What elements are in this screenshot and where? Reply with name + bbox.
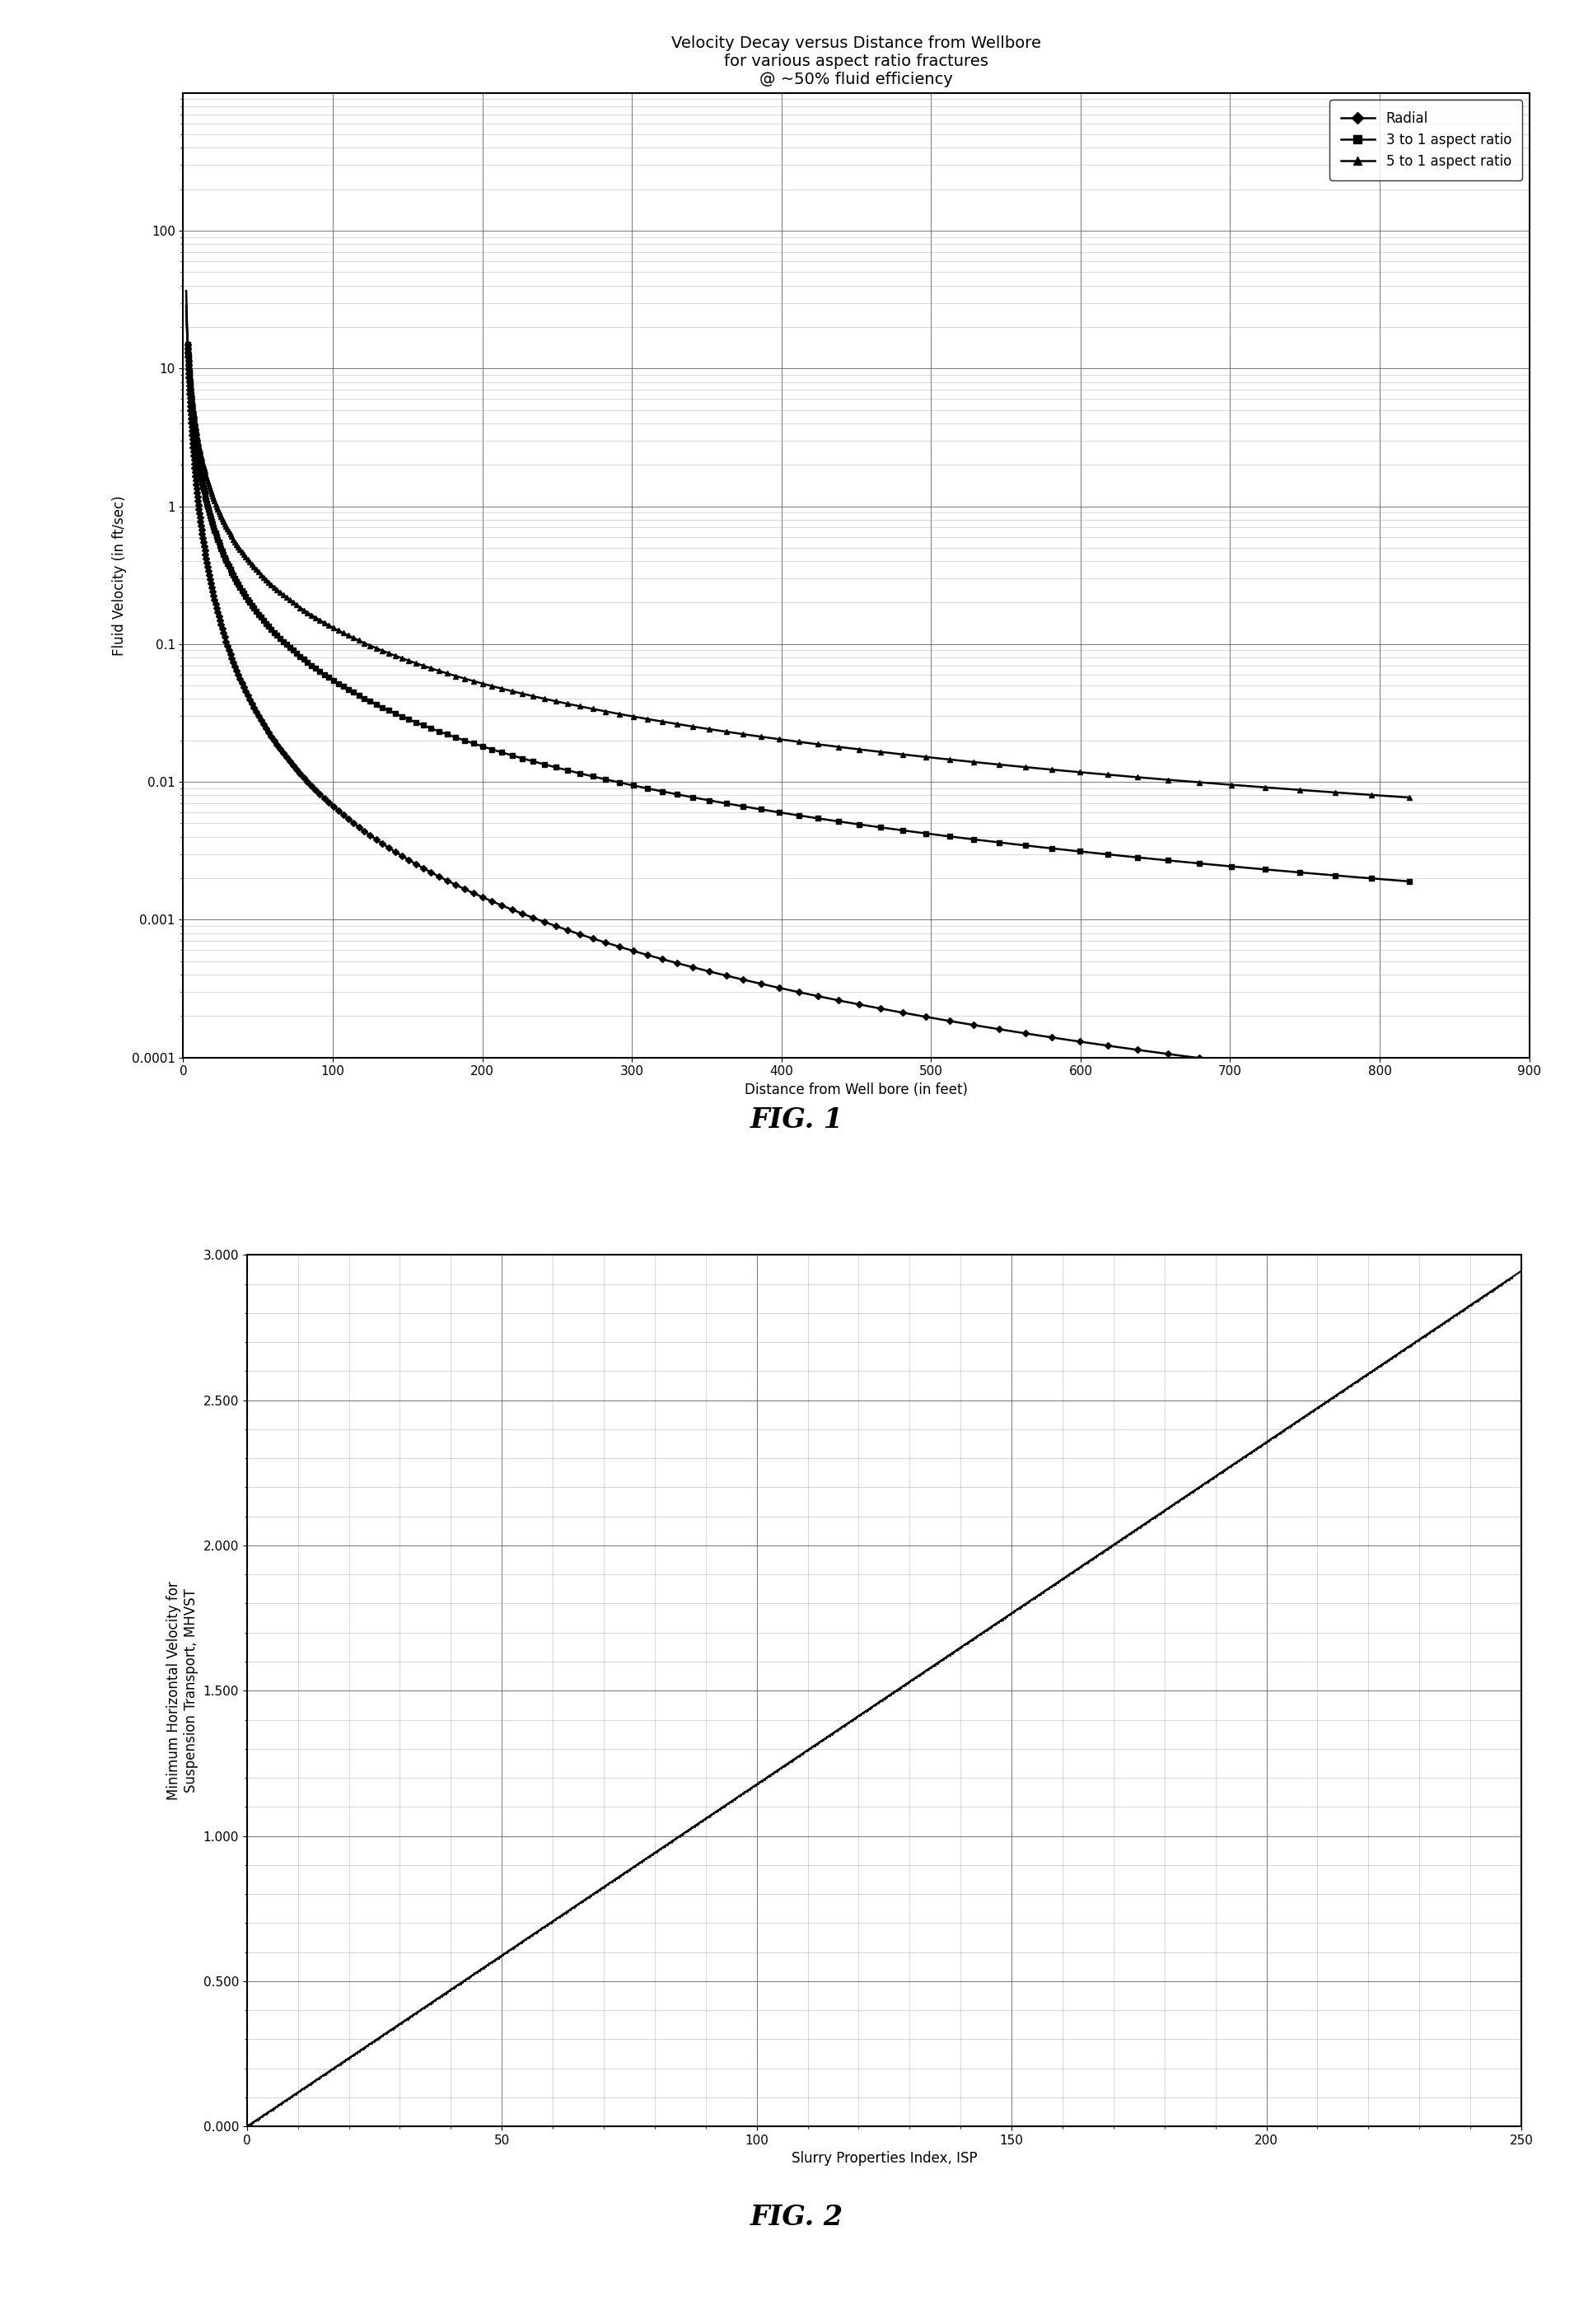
Legend: Radial, 3 to 1 aspect ratio, 5 to 1 aspect ratio: Radial, 3 to 1 aspect ratio, 5 to 1 aspe… bbox=[1330, 100, 1523, 179]
Y-axis label: Fluid Velocity (in ft/sec): Fluid Velocity (in ft/sec) bbox=[112, 495, 127, 655]
Text: FIG. 1: FIG. 1 bbox=[750, 1106, 843, 1134]
Y-axis label: Minimum Horizontal Velocity for
Suspension Transport, MHVST: Minimum Horizontal Velocity for Suspensi… bbox=[167, 1580, 199, 1801]
Text: FIG. 2: FIG. 2 bbox=[750, 2203, 843, 2231]
X-axis label: Slurry Properties Index, ISP: Slurry Properties Index, ISP bbox=[792, 2152, 977, 2166]
X-axis label: Distance from Well bore (in feet): Distance from Well bore (in feet) bbox=[744, 1083, 969, 1097]
Title: Velocity Decay versus Distance from Wellbore
for various aspect ratio fractures
: Velocity Decay versus Distance from Well… bbox=[671, 35, 1042, 86]
